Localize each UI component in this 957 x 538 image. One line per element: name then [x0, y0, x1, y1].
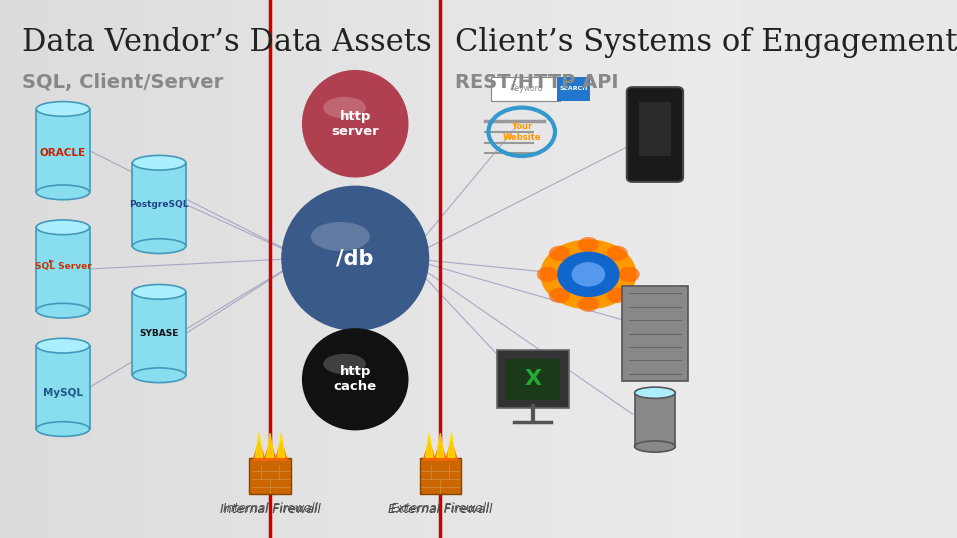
Ellipse shape — [302, 70, 409, 178]
FancyBboxPatch shape — [497, 350, 569, 408]
Text: Your
Website: Your Website — [502, 122, 541, 141]
Text: http
server: http server — [331, 110, 379, 138]
Circle shape — [571, 262, 605, 287]
FancyBboxPatch shape — [557, 77, 590, 101]
FancyBboxPatch shape — [419, 458, 461, 494]
Polygon shape — [278, 433, 285, 457]
Ellipse shape — [36, 338, 90, 353]
FancyBboxPatch shape — [132, 292, 186, 376]
Ellipse shape — [36, 185, 90, 200]
Circle shape — [549, 288, 570, 303]
Polygon shape — [426, 433, 433, 457]
FancyBboxPatch shape — [132, 162, 186, 246]
Text: PostgreSQL: PostgreSQL — [129, 200, 189, 209]
Circle shape — [578, 296, 599, 312]
Circle shape — [549, 246, 570, 261]
Polygon shape — [423, 441, 435, 460]
Ellipse shape — [311, 222, 370, 251]
Circle shape — [607, 288, 628, 303]
Polygon shape — [256, 433, 263, 457]
Ellipse shape — [132, 285, 186, 299]
Ellipse shape — [323, 97, 366, 118]
FancyBboxPatch shape — [36, 346, 90, 429]
Ellipse shape — [634, 387, 676, 398]
FancyBboxPatch shape — [638, 102, 671, 156]
Circle shape — [541, 239, 636, 309]
Text: External Firewall: External Firewall — [389, 504, 493, 516]
Ellipse shape — [302, 328, 409, 430]
Ellipse shape — [132, 239, 186, 253]
FancyBboxPatch shape — [634, 393, 676, 447]
Text: SQL Server: SQL Server — [34, 262, 91, 271]
Circle shape — [618, 267, 640, 282]
Polygon shape — [266, 433, 274, 457]
FancyBboxPatch shape — [627, 87, 683, 182]
Text: X: X — [524, 369, 542, 390]
Polygon shape — [276, 441, 287, 460]
Ellipse shape — [36, 102, 90, 116]
Circle shape — [607, 246, 628, 261]
Text: ►: ► — [49, 258, 55, 264]
FancyBboxPatch shape — [250, 458, 291, 494]
Ellipse shape — [132, 368, 186, 383]
FancyBboxPatch shape — [36, 109, 90, 193]
Text: http
cache: http cache — [334, 365, 377, 393]
Text: SQL, Client/Server: SQL, Client/Server — [22, 73, 223, 91]
Ellipse shape — [634, 441, 676, 452]
Text: Internal Firewall: Internal Firewall — [223, 502, 318, 515]
Text: External Firewall: External Firewall — [391, 502, 490, 515]
Ellipse shape — [36, 303, 90, 318]
Polygon shape — [446, 441, 457, 460]
Text: Internal Firewall: Internal Firewall — [220, 504, 321, 516]
Text: MySQL: MySQL — [43, 388, 83, 398]
Polygon shape — [448, 433, 456, 457]
Ellipse shape — [323, 354, 366, 374]
Polygon shape — [264, 441, 276, 460]
Ellipse shape — [281, 186, 430, 331]
Ellipse shape — [36, 422, 90, 436]
Polygon shape — [436, 433, 444, 457]
Text: ORACLE: ORACLE — [40, 148, 86, 158]
Polygon shape — [434, 441, 446, 460]
Circle shape — [578, 237, 599, 252]
Ellipse shape — [36, 220, 90, 235]
Circle shape — [537, 267, 558, 282]
Text: Keyword: Keyword — [511, 84, 544, 93]
Text: Client’s Systems of Engagement: Client’s Systems of Engagement — [456, 27, 957, 58]
FancyBboxPatch shape — [622, 286, 687, 381]
Text: SYBASE: SYBASE — [140, 329, 179, 338]
Circle shape — [557, 252, 619, 297]
Polygon shape — [253, 441, 265, 460]
Text: /db: /db — [337, 248, 374, 268]
FancyBboxPatch shape — [505, 359, 560, 400]
Ellipse shape — [132, 155, 186, 170]
Text: SEARCH: SEARCH — [559, 86, 588, 91]
FancyBboxPatch shape — [491, 77, 560, 101]
Text: REST/HTTP API: REST/HTTP API — [456, 73, 618, 91]
FancyBboxPatch shape — [36, 227, 90, 311]
Text: Data Vendor’s Data Assets: Data Vendor’s Data Assets — [22, 27, 432, 58]
